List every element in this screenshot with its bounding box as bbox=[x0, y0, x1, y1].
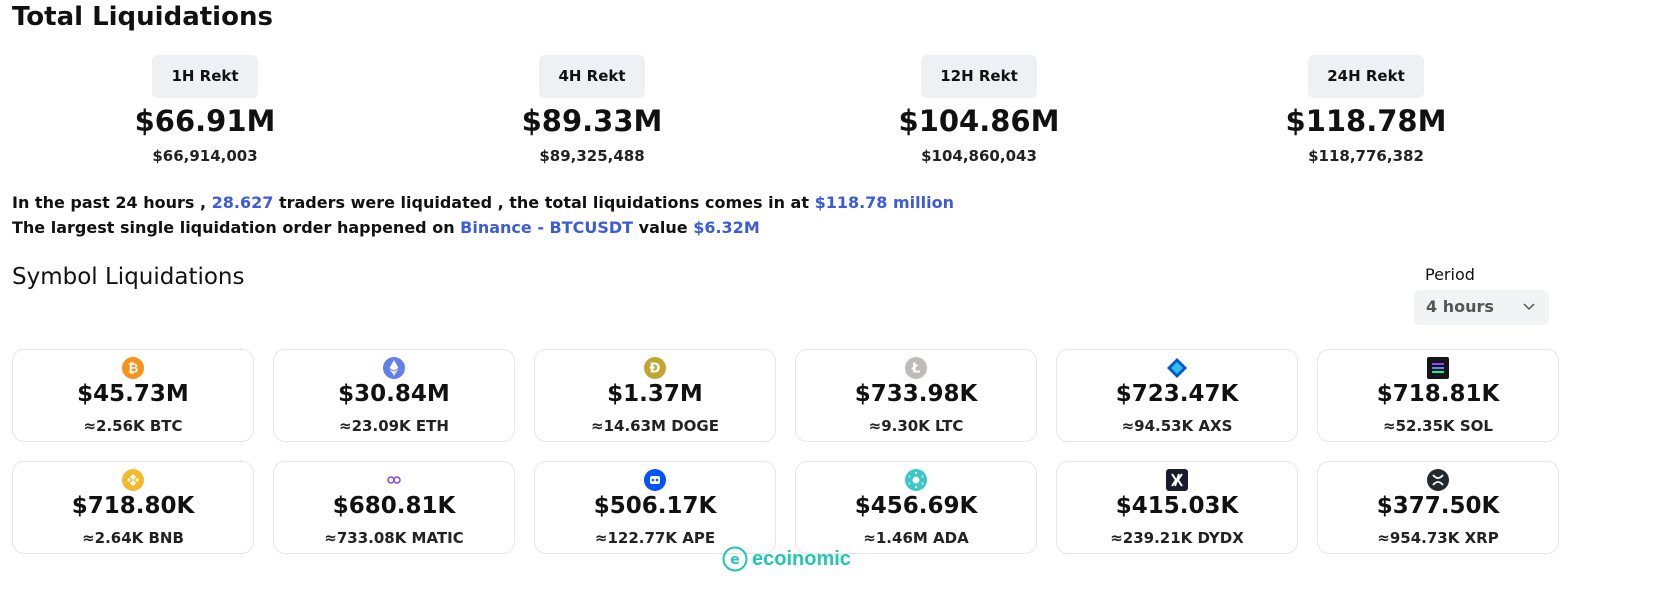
symbol-quantity: ≈9.30K LTC bbox=[868, 417, 964, 435]
symbol-quantity: ≈733.08K MATIC bbox=[324, 529, 464, 547]
period-label: Period bbox=[1425, 265, 1475, 284]
rekt-1h-button[interactable]: 1H Rekt bbox=[152, 55, 258, 98]
summary-text: The largest single liquidation order hap… bbox=[12, 218, 455, 237]
symbol-amount: $30.84M bbox=[338, 381, 450, 407]
rekt-24h-amount: $118.78M bbox=[1285, 104, 1447, 138]
symbol-quantity: ≈94.53K AXS bbox=[1121, 417, 1233, 435]
page-title: Total Liquidations bbox=[12, 2, 273, 32]
total-liquidations: $118.78 million bbox=[814, 193, 954, 212]
symbol-card-ape[interactable]: $506.17K ≈122.77K APE bbox=[534, 461, 776, 554]
rekt-1h-exact: $66,914,003 bbox=[152, 147, 258, 165]
ada-icon bbox=[905, 469, 927, 491]
symbol-quantity: ≈2.56K BTC bbox=[83, 417, 183, 435]
sol-icon bbox=[1427, 357, 1449, 379]
rekt-12h-button[interactable]: 12H Rekt bbox=[921, 55, 1037, 98]
eth-icon bbox=[383, 357, 405, 379]
symbol-amount: $733.98K bbox=[854, 381, 978, 407]
rekt-1h: 1H Rekt $66.91M $66,914,003 bbox=[105, 55, 305, 165]
symbol-amount: $45.73M bbox=[77, 381, 189, 407]
symbol-amount: $723.47K bbox=[1115, 381, 1239, 407]
summary-text: traders were liquidated , the total liqu… bbox=[278, 193, 809, 212]
svg-text:₿: ₿ bbox=[128, 362, 139, 377]
ltc-icon: Ł bbox=[905, 357, 927, 379]
rekt-12h-exact: $104,860,043 bbox=[921, 147, 1037, 165]
symbol-quantity: ≈2.64K BNB bbox=[82, 529, 184, 547]
symbol-card-ltc[interactable]: Ł $733.98K ≈9.30K LTC bbox=[795, 349, 1037, 442]
symbol-quantity: ≈239.21K DYDX bbox=[1110, 529, 1244, 547]
traders-count: 28.627 bbox=[211, 193, 274, 212]
rekt-12h-amount: $104.86M bbox=[898, 104, 1060, 138]
rekt-1h-amount: $66.91M bbox=[134, 104, 276, 138]
matic-icon bbox=[387, 476, 401, 484]
symbol-quantity: ≈52.35K SOL bbox=[1383, 417, 1493, 435]
symbol-card-bnb[interactable]: $718.80K ≈2.64K BNB bbox=[12, 461, 254, 554]
svg-text:e: e bbox=[730, 552, 740, 568]
rekt-4h-exact: $89,325,488 bbox=[539, 147, 645, 165]
watermark-text: ecoinomic bbox=[752, 547, 851, 570]
symbol-amount: $377.50K bbox=[1376, 493, 1500, 519]
symbol-card-btc[interactable]: ₿ $45.73M ≈2.56K BTC bbox=[12, 349, 254, 442]
liquidation-summary: In the past 24 hours , 28.627 traders we… bbox=[12, 190, 954, 240]
ecoinomic-logo-icon: e bbox=[722, 546, 748, 572]
symbol-amount: $456.69K bbox=[854, 493, 978, 519]
largest-order-value: $6.32M bbox=[693, 218, 760, 237]
svg-text:Ł: Ł bbox=[911, 362, 920, 377]
axs-icon bbox=[1167, 358, 1187, 378]
ape-icon bbox=[644, 469, 666, 491]
rekt-24h-exact: $118,776,382 bbox=[1308, 147, 1424, 165]
period-select[interactable]: 4 hours bbox=[1414, 290, 1549, 325]
rekt-12h: 12H Rekt $104.86M $104,860,043 bbox=[879, 55, 1079, 165]
symbol-amount: $1.37M bbox=[607, 381, 703, 407]
symbol-amount: $506.17K bbox=[593, 493, 717, 519]
symbol-card-matic[interactable]: $680.81K ≈733.08K MATIC bbox=[273, 461, 515, 554]
ecoinomic-watermark: e ecoinomic bbox=[722, 545, 851, 573]
symbol-card-xrp[interactable]: $377.50K ≈954.73K XRP bbox=[1317, 461, 1559, 554]
symbol-grid: ₿ $45.73M ≈2.56K BTC $30.84M ≈23.09K ETH… bbox=[12, 349, 1559, 555]
rekt-24h-button[interactable]: 24H Rekt bbox=[1308, 55, 1424, 98]
exchange-pair-link[interactable]: Binance - BTCUSDT bbox=[460, 218, 634, 237]
symbol-quantity: ≈122.77K APE bbox=[594, 529, 716, 547]
btc-icon: ₿ bbox=[122, 357, 144, 379]
symbol-quantity: ≈1.46M ADA bbox=[863, 529, 969, 547]
symbol-card-sol[interactable]: $718.81K ≈52.35K SOL bbox=[1317, 349, 1559, 442]
symbol-amount: $680.81K bbox=[332, 493, 456, 519]
dydx-icon bbox=[1166, 469, 1188, 491]
symbol-quantity: ≈954.73K XRP bbox=[1377, 529, 1499, 547]
doge-icon: Ð bbox=[644, 357, 666, 379]
symbol-card-dydx[interactable]: $415.03K ≈239.21K DYDX bbox=[1056, 461, 1298, 554]
summary-text: value bbox=[638, 218, 688, 237]
symbol-liquidations-title: Symbol Liquidations bbox=[12, 264, 245, 290]
symbol-card-eth[interactable]: $30.84M ≈23.09K ETH bbox=[273, 349, 515, 442]
svg-text:Ð: Ð bbox=[650, 362, 661, 377]
symbol-card-doge[interactable]: Ð $1.37M ≈14.63M DOGE bbox=[534, 349, 776, 442]
symbol-quantity: ≈23.09K ETH bbox=[339, 417, 449, 435]
symbol-card-axs[interactable]: $723.47K ≈94.53K AXS bbox=[1056, 349, 1298, 442]
bnb-icon bbox=[122, 469, 144, 491]
period-value: 4 hours bbox=[1426, 297, 1494, 316]
summary-line-largest: The largest single liquidation order hap… bbox=[12, 215, 954, 240]
summary-text: In the past 24 hours , bbox=[12, 193, 207, 212]
symbol-quantity: ≈14.63M DOGE bbox=[591, 417, 719, 435]
rekt-4h: 4H Rekt $89.33M $89,325,488 bbox=[492, 55, 692, 165]
rekt-4h-button[interactable]: 4H Rekt bbox=[539, 55, 645, 98]
symbol-amount: $415.03K bbox=[1115, 493, 1239, 519]
xrp-icon bbox=[1427, 469, 1449, 491]
chevron-down-icon bbox=[1523, 303, 1535, 311]
symbol-card-ada[interactable]: $456.69K ≈1.46M ADA bbox=[795, 461, 1037, 554]
summary-line-total: In the past 24 hours , 28.627 traders we… bbox=[12, 190, 954, 215]
symbol-amount: $718.81K bbox=[1376, 381, 1500, 407]
rekt-4h-amount: $89.33M bbox=[521, 104, 663, 138]
symbol-amount: $718.80K bbox=[71, 493, 195, 519]
rekt-24h: 24H Rekt $118.78M $118,776,382 bbox=[1266, 55, 1466, 165]
